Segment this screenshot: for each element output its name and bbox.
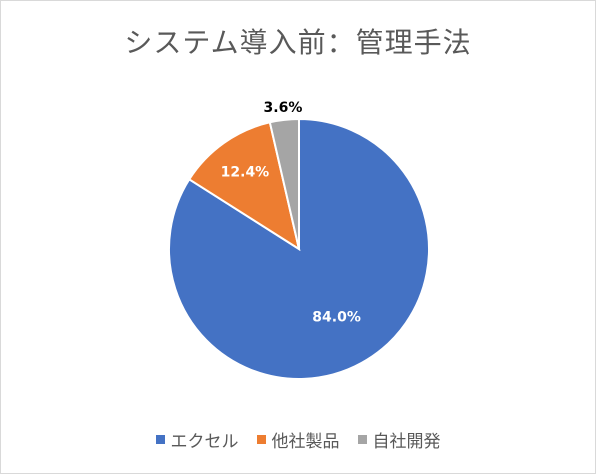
- legend-swatch-excel: [155, 435, 165, 444]
- legend-item-other-company: 他社製品: [256, 427, 340, 452]
- legend-label-other-company: 他社製品: [271, 432, 340, 452]
- pie-chart: 84.0% 12.4% 3.6%: [168, 100, 430, 380]
- pie-slice-in-house: [268, 117, 300, 250]
- legend-swatch-in-house: [357, 435, 367, 444]
- pie-slice-excel: [168, 117, 430, 380]
- legend-label-in-house: 自社開発: [372, 432, 441, 452]
- legend-label-excel: エクセル: [170, 432, 239, 452]
- data-label-excel: 84.0%: [312, 309, 361, 325]
- legend: エクセル 他社製品 自社開発: [1, 427, 595, 452]
- data-label-other-company: 12.4%: [221, 165, 270, 181]
- pie-slice-other-company: [187, 121, 301, 252]
- legend-item-in-house: 自社開発: [357, 427, 441, 452]
- legend-swatch-other-company: [256, 435, 266, 444]
- chart-title: システム導入前：管理手法: [124, 26, 472, 59]
- data-label-in-house: 3.6%: [264, 100, 303, 116]
- legend-item-excel: エクセル: [155, 427, 239, 452]
